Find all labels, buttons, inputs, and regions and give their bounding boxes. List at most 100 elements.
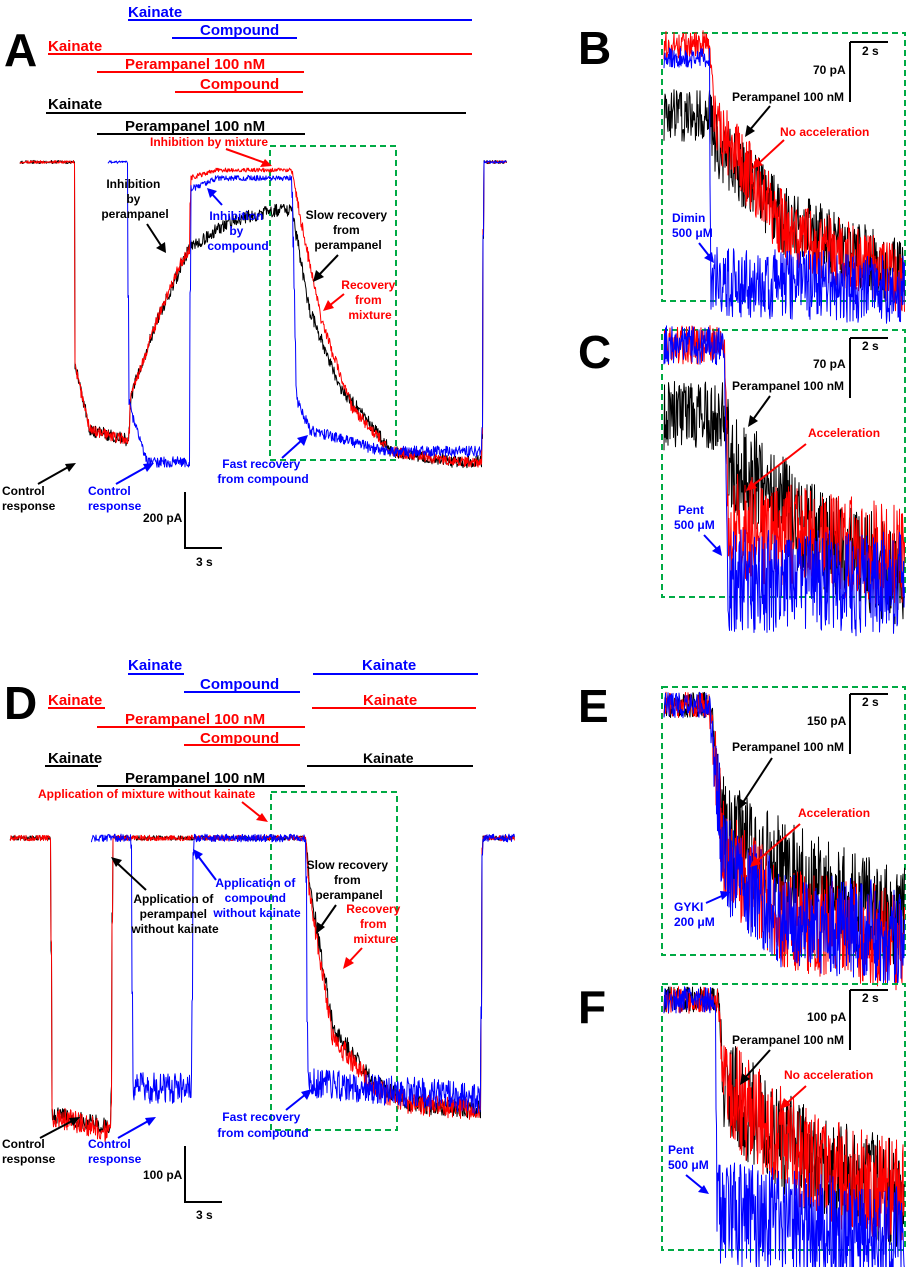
f-compound-label-l2: 500 μM — [668, 1158, 709, 1172]
d-ann-app-perampanel-l2: perampanel — [140, 907, 207, 921]
trace-c-blue — [663, 325, 905, 637]
e-perampanel-label: Perampanel 100 nM — [732, 740, 844, 754]
d-ann-control-blue-l1: Control — [88, 1137, 131, 1151]
d-ann-fast-recovery-l2: from compound — [217, 1126, 308, 1140]
a-ann-inhibition-compound: Inhibition by compound — [207, 209, 268, 253]
panel-e-letter: E — [578, 680, 609, 732]
a-ann-recovery-mixture: Recovery from mixture — [341, 278, 398, 322]
a-label-kainate-black: Kainate — [48, 96, 102, 113]
a-ann-recovery-mixture-l3: mixture — [348, 308, 392, 322]
trace-b-red — [663, 30, 905, 314]
panel-e: E 2 s 150 pA Perampanel 100 nM Accelerat… — [578, 680, 906, 991]
c-arrowhead-effect — [746, 480, 757, 491]
e-arrow-effect — [755, 823, 801, 863]
a-arrow-slow-recovery — [317, 254, 339, 277]
a-arrow-inhibition-perampanel — [146, 223, 163, 248]
d-ann-control-black-l1: Control — [2, 1137, 45, 1151]
b-arrowhead-compound — [704, 252, 714, 263]
f-arrow-perampanel — [743, 1049, 771, 1080]
d-ann-app-compound-l3: without kainate — [212, 906, 301, 920]
d-arrow-app-perampanel — [116, 862, 147, 891]
b-arrowhead-perampanel — [745, 125, 755, 137]
a-arrowhead-inhibition-perampanel — [156, 242, 166, 253]
panel-f-letter: F — [578, 981, 606, 1033]
f-arrowhead-compound — [698, 1185, 709, 1194]
a-ann-inhibition-compound-l3: compound — [207, 239, 268, 253]
a-ann-fast-recovery-l2: from compound — [217, 472, 308, 486]
a-label-kainate-red: Kainate — [48, 38, 102, 55]
d-ann-control-black-l2: response — [2, 1152, 56, 1166]
d-zoom-box — [270, 791, 398, 1131]
a-label-perampanel-black: Perampanel 100 nM — [125, 118, 265, 135]
d-scale-y-label: 100 pA — [143, 1168, 183, 1182]
c-arrow-perampanel — [751, 395, 771, 422]
d-ann-recovery-mixture-l1: Recovery — [346, 902, 400, 916]
c-traces — [663, 325, 905, 637]
b-scale-x-label: 2 s — [862, 44, 879, 58]
d-arrow-control-black — [39, 1119, 75, 1139]
a-scale-bar — [184, 492, 222, 549]
panel-a-letter: A — [4, 24, 37, 76]
panel-f: F 2 s 100 pA Perampanel 100 nM No accele… — [578, 981, 906, 1267]
d-label-kainate-black-right: Kainate — [363, 750, 414, 766]
b-arrow-effect — [757, 139, 785, 165]
d-arrow-fast-recovery — [285, 1093, 307, 1111]
e-scale-y-label: 150 pA — [807, 714, 847, 728]
d-ann-control-black: Control response — [2, 1137, 56, 1166]
f-traces — [663, 986, 905, 1267]
a-scale-y-label: 200 pA — [143, 511, 183, 525]
panel-d-letter: D — [4, 677, 37, 729]
a-ann-control-black-l1: Control — [2, 484, 45, 498]
f-scale-y-label: 100 pA — [807, 1010, 847, 1024]
a-arrow-recovery-mixture — [328, 293, 345, 307]
panel-b: B 2 s 70 pA Perampanel 100 nM No acceler… — [578, 22, 906, 324]
d-arrowhead-slow-recovery — [316, 922, 325, 934]
c-effect-label: Acceleration — [808, 426, 880, 440]
panel-c-letter: C — [578, 326, 611, 378]
c-compound-label: Pent 500 μM — [674, 503, 715, 532]
e-traces — [663, 691, 905, 991]
c-scale-y-label: 70 pA — [813, 357, 846, 371]
a-traces — [19, 159, 507, 469]
a-ann-control-blue-l1: Control — [88, 484, 131, 498]
trace-a-red — [19, 160, 507, 468]
d-arrow-app-compound — [197, 855, 217, 881]
d-arrowhead-fast-recovery — [301, 1089, 312, 1100]
a-scale-x-label: 3 s — [196, 555, 213, 569]
d-label-kainate-red-right: Kainate — [363, 692, 417, 709]
d-ann-app-compound-l1: Application of — [215, 876, 296, 890]
f-compound-label: Pent 500 μM — [668, 1143, 709, 1172]
a-arrow-control-blue — [115, 465, 149, 485]
d-arrowhead-app-compound — [193, 849, 203, 860]
f-compound-label-l1: Pent — [668, 1143, 694, 1157]
a-ann-slow-recovery-l1: Slow recovery — [306, 208, 388, 222]
d-ann-slow-recovery: Slow recovery from perampanel — [307, 858, 392, 902]
f-arrowhead-perampanel — [740, 1073, 750, 1085]
e-arrowhead-effect — [750, 856, 761, 867]
d-ann-control-blue-l2: response — [88, 1152, 142, 1166]
d-label-compound-red: Compound — [200, 730, 279, 747]
d-label-kainate-blue: Kainate — [128, 657, 182, 674]
e-compound-label-l2: 200 μM — [674, 915, 715, 929]
f-perampanel-label: Perampanel 100 nM — [732, 1033, 844, 1047]
d-ann-app-compound: Application of compound without kainate — [212, 876, 301, 920]
c-scale-x-label: 2 s — [862, 339, 879, 353]
a-ann-control-blue-l2: response — [88, 499, 142, 513]
d-ann-slow-recovery-l1: Slow recovery — [307, 858, 389, 872]
c-arrowhead-perampanel — [748, 415, 758, 427]
a-ann-inhibition-perampanel-l2: by — [126, 192, 140, 206]
f-effect-label: No acceleration — [784, 1068, 873, 1082]
d-arrowhead-recovery-mixture — [343, 957, 354, 969]
b-perampanel-label: Perampanel 100 nM — [732, 90, 844, 104]
a-zoom-box — [269, 145, 397, 461]
d-arrowhead-app-mixture — [256, 813, 268, 822]
e-arrowhead-compound — [720, 891, 731, 900]
e-arrowhead-perampanel — [738, 798, 747, 810]
trace-d-blue — [90, 833, 515, 1115]
panel-b-letter: B — [578, 22, 611, 74]
f-arrow-compound — [685, 1174, 704, 1190]
panel-d: D Kainate Compound Kainate Kainate Peram… — [2, 657, 515, 1222]
trace-b-blue — [663, 47, 905, 324]
a-arrowhead-inhibition-compound — [207, 188, 217, 198]
c-perampanel-label: Perampanel 100 nM — [732, 379, 844, 393]
